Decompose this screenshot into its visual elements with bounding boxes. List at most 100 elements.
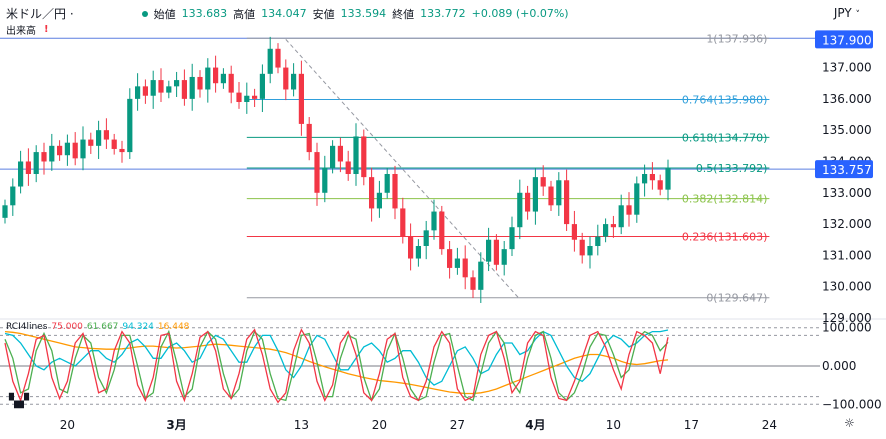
trend-line	[285, 39, 521, 300]
candle-body	[189, 76, 195, 99]
candle-body	[205, 67, 211, 90]
open-value: 133.683	[181, 7, 228, 20]
rci-line-mid	[4, 329, 669, 402]
fib-level-label: 0.618(134.770)	[682, 131, 768, 144]
candle-body	[236, 92, 242, 102]
high-value: 134.047	[261, 7, 307, 20]
candle-body	[228, 73, 234, 93]
candle-body	[80, 139, 86, 159]
candle-body	[72, 142, 78, 159]
candle-body	[252, 95, 258, 99]
time-axis-tick: 10	[606, 418, 621, 432]
candle-body	[517, 192, 523, 228]
change-value: +0.089 (+0.07%)	[471, 7, 569, 20]
chevron-down-icon: ˅	[855, 10, 861, 20]
price-axis-tick: 137.000	[822, 61, 872, 75]
candle-body	[197, 76, 203, 90]
candle-body	[400, 208, 406, 237]
candle-body	[322, 167, 328, 193]
time-axis-tick: 24	[762, 418, 777, 432]
tradingview-logo-icon[interactable]: ▚▞	[9, 394, 29, 409]
candle-body	[376, 192, 382, 209]
fib-level-label: 0.764(135.980)	[682, 93, 768, 106]
rci-value-mid: 61.667	[86, 322, 119, 332]
symbol-name[interactable]: 米ドル／円 ·	[6, 7, 74, 21]
warning-icon[interactable]: !	[44, 24, 49, 35]
candle-body	[345, 161, 351, 174]
candle-body	[634, 183, 640, 215]
candle-body	[665, 167, 671, 190]
rci-axis-tick: 100.000	[822, 321, 872, 335]
rci-title[interactable]: RCI4lines	[6, 322, 48, 332]
candle-body	[595, 236, 601, 246]
price-axis-tick: 131.000	[822, 248, 872, 262]
candle-body	[649, 174, 655, 181]
candle-body	[298, 73, 304, 124]
candle-body	[501, 249, 507, 265]
candle-body	[283, 67, 289, 90]
rci-axis-tick: 0.000	[822, 359, 856, 373]
rci-value-short: 75.000	[51, 322, 83, 332]
price-badge-current-text: 133.757	[822, 163, 872, 177]
market-status-dot	[141, 10, 148, 17]
price-axis-tick: 136.000	[822, 92, 872, 106]
candle-body	[571, 224, 577, 240]
price-badge-current	[815, 160, 873, 179]
candle-body	[10, 186, 16, 206]
price-badge-top	[815, 30, 873, 49]
candle-body	[150, 80, 156, 96]
candle-body	[2, 205, 8, 218]
candle-body	[415, 246, 421, 259]
time-axis-tick: 3月	[166, 418, 186, 432]
candle-body	[626, 205, 632, 215]
candle-body	[564, 180, 570, 225]
candle-body	[439, 211, 445, 250]
candle-body	[49, 145, 55, 162]
candle-body	[447, 249, 453, 268]
candle-body	[353, 136, 359, 174]
candle-body	[135, 86, 141, 99]
candle-body	[493, 239, 499, 265]
candle-body	[556, 180, 562, 206]
candle-body	[431, 211, 437, 231]
volume-label[interactable]: 出来高	[6, 26, 36, 37]
time-axis-tick: 20	[60, 418, 75, 432]
currency-selector[interactable]: JPY ˅	[834, 6, 860, 20]
price-axis-tick: 135.000	[822, 123, 872, 137]
high-label: 高値	[233, 7, 256, 21]
candle-body	[306, 123, 312, 153]
candle-body	[166, 86, 172, 93]
candle-body	[314, 152, 320, 193]
candle-body	[330, 145, 336, 168]
candle-body	[18, 161, 24, 187]
candle-body	[103, 130, 109, 140]
fib-level-label: 1(137.936)	[706, 32, 767, 45]
candle-body	[423, 230, 429, 246]
rci-legend: RCI4lines 75.000 61.667 94.324 16.448	[6, 322, 189, 332]
close-value: 133.772	[420, 7, 466, 20]
candle-body	[462, 258, 468, 278]
candle-body	[337, 145, 343, 162]
low-value: 133.594	[340, 7, 387, 20]
candle-body	[213, 67, 219, 84]
time-axis-tick: 13	[294, 418, 309, 432]
fib-level-label: 0(129.647)	[706, 292, 767, 305]
candle-body	[291, 73, 297, 90]
candle-body	[579, 239, 585, 256]
candle-body	[532, 177, 538, 212]
time-axis-tick: 27	[450, 418, 465, 432]
rci-value-extra: 16.448	[157, 322, 190, 332]
price-axis-tick: 129.000	[822, 311, 872, 325]
candle-body	[158, 80, 164, 93]
candle-body	[33, 152, 39, 174]
candle-body	[548, 186, 554, 206]
candle-body	[41, 152, 47, 162]
price-axis-tick: 132.000	[822, 217, 872, 231]
candle-body	[384, 174, 390, 193]
time-axis-tick: 4月	[525, 418, 545, 432]
price-axis-tick: 130.000	[822, 280, 872, 294]
settings-icon[interactable]: ☼	[844, 416, 855, 430]
candle-body	[127, 98, 133, 153]
candle-body	[618, 205, 624, 228]
